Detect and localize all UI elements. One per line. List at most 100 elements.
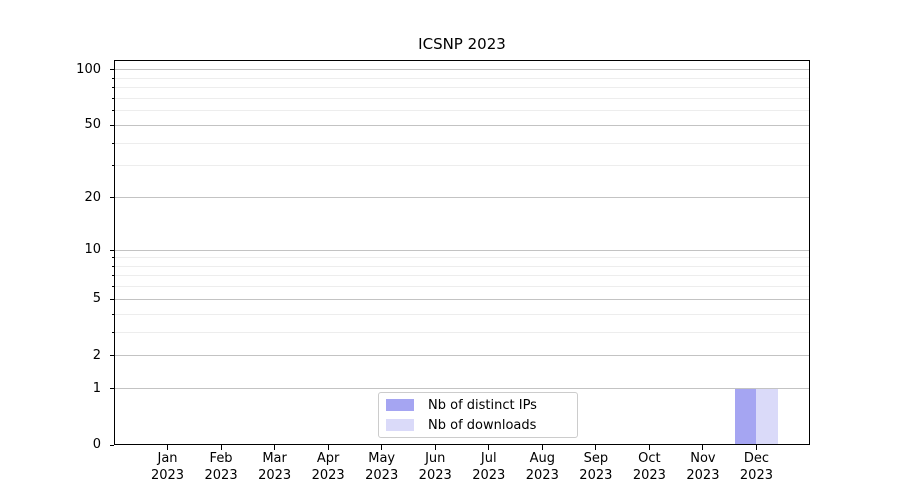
- legend-label: Nb of distinct IPs: [428, 397, 537, 413]
- x-tick-label-year: 2023: [418, 468, 452, 483]
- x-tick-label-year: 2023: [686, 468, 720, 483]
- x-axis-tick: [327, 445, 329, 450]
- y-axis-minor-tick: [111, 87, 114, 89]
- x-tick-label: Apr 2023: [296, 450, 360, 484]
- y-axis-tick: [109, 249, 114, 251]
- y-tick-label: 10: [84, 242, 101, 258]
- x-tick-label-month: Feb: [209, 451, 233, 466]
- x-axis-tick: [274, 445, 276, 450]
- y-axis-tick: [109, 69, 114, 71]
- x-tick-label-month: Mar: [262, 451, 287, 466]
- x-axis-tick: [434, 445, 436, 450]
- x-tick-label-year: 2023: [472, 468, 506, 483]
- y-tick-label: 5: [92, 291, 101, 307]
- y-axis-minor-tick: [111, 165, 114, 167]
- gridline-minor: [114, 257, 810, 259]
- x-tick-label-year: 2023: [311, 468, 345, 483]
- legend-label: Nb of downloads: [428, 417, 537, 433]
- x-axis-tick: [755, 445, 757, 450]
- y-tick-label: 50: [84, 117, 101, 133]
- x-axis-tick: [381, 445, 383, 450]
- x-tick-label: Jul 2023: [457, 450, 521, 484]
- gridline-minor: [114, 142, 810, 144]
- x-axis-tick: [595, 445, 597, 450]
- y-tick-label: 0: [92, 437, 101, 452]
- gridline-major: [114, 124, 810, 126]
- y-axis-minor-tick: [111, 110, 114, 112]
- gridline-minor: [114, 265, 810, 267]
- plot-area: [114, 60, 810, 445]
- x-tick-label: Nov 2023: [671, 450, 735, 484]
- legend: Nb of distinct IPs Nb of downloads: [378, 392, 578, 438]
- y-tick-label: 20: [84, 189, 101, 205]
- x-tick-label-month: Jul: [480, 451, 497, 466]
- chart-title: ICSNP 2023: [418, 35, 506, 53]
- y-axis-minor-tick: [111, 331, 114, 333]
- y-axis-tick: [109, 444, 114, 446]
- y-axis-minor-tick: [111, 265, 114, 267]
- x-axis-tick: [167, 445, 169, 450]
- y-axis-minor-tick: [111, 257, 114, 259]
- gridline-minor: [114, 286, 810, 288]
- x-tick-label-month: Jan: [157, 451, 178, 466]
- x-tick-label: Dec 2023: [724, 450, 788, 484]
- x-tick-label-year: 2023: [579, 468, 613, 483]
- x-tick-label: Jun 2023: [403, 450, 467, 484]
- x-tick-label-month: Aug: [529, 451, 555, 466]
- gridline-major: [114, 249, 810, 251]
- x-axis-tick: [541, 445, 543, 450]
- y-axis-minor-tick: [111, 313, 114, 315]
- x-tick-label: Aug 2023: [510, 450, 574, 484]
- gridline-major: [114, 355, 810, 357]
- x-tick-label-month: May: [368, 451, 396, 466]
- x-tick-label-month: Jun: [425, 451, 446, 466]
- x-tick-label-year: 2023: [150, 468, 185, 483]
- gridline-minor: [114, 275, 810, 277]
- gridline-minor: [114, 87, 810, 89]
- gridline-minor: [114, 77, 810, 79]
- x-tick-label-year: 2023: [204, 468, 238, 483]
- legend-swatch-distinct-ips: [386, 399, 414, 411]
- y-axis-minor-tick: [111, 286, 114, 288]
- x-tick-label: Oct 2023: [617, 450, 681, 484]
- y-axis-minor-tick: [111, 97, 114, 99]
- gridline-minor: [114, 331, 810, 333]
- y-tick-label: 100: [76, 61, 101, 77]
- legend-swatch-downloads: [386, 419, 414, 431]
- x-axis-tick: [220, 445, 222, 450]
- x-tick-label-year: 2023: [739, 468, 773, 483]
- x-tick-label-month: Dec: [743, 451, 770, 466]
- x-tick-label-month: Oct: [638, 451, 661, 466]
- y-axis-minor-tick: [111, 142, 114, 144]
- y-axis-tick: [109, 298, 114, 300]
- x-axis-tick: [488, 445, 490, 450]
- x-tick-label-year: 2023: [525, 468, 559, 483]
- x-axis-tick: [702, 445, 704, 450]
- y-tick-label: 1: [92, 380, 101, 396]
- y-tick-label: 2: [92, 347, 101, 363]
- y-axis-minor-tick: [111, 77, 114, 79]
- gridline-major: [114, 69, 810, 71]
- x-tick-label: Mar 2023: [243, 450, 307, 484]
- gridline-minor: [114, 165, 810, 167]
- x-tick-label: Feb 2023: [189, 450, 253, 484]
- legend-item: Nb of downloads: [386, 415, 569, 435]
- y-axis-tick: [109, 124, 114, 126]
- x-tick-label-month: Sep: [583, 451, 609, 466]
- x-tick-label-year: 2023: [258, 468, 292, 483]
- x-tick-label: May 2023: [350, 450, 414, 484]
- bar-nb-of-distinct-ips: [735, 388, 757, 445]
- x-tick-label: Jan 2023: [136, 450, 200, 484]
- x-axis-tick: [648, 445, 650, 450]
- gridline-major: [114, 298, 810, 300]
- bar-nb-of-downloads: [756, 388, 778, 445]
- x-tick-label-year: 2023: [365, 468, 399, 483]
- gridline-minor: [114, 313, 810, 315]
- y-axis-tick: [109, 388, 114, 390]
- y-axis-tick: [109, 197, 114, 198]
- y-axis-tick: [109, 355, 114, 357]
- gridline-minor: [114, 97, 810, 99]
- x-tick-label-month: Nov: [690, 451, 716, 466]
- legend-item: Nb of distinct IPs: [386, 395, 569, 415]
